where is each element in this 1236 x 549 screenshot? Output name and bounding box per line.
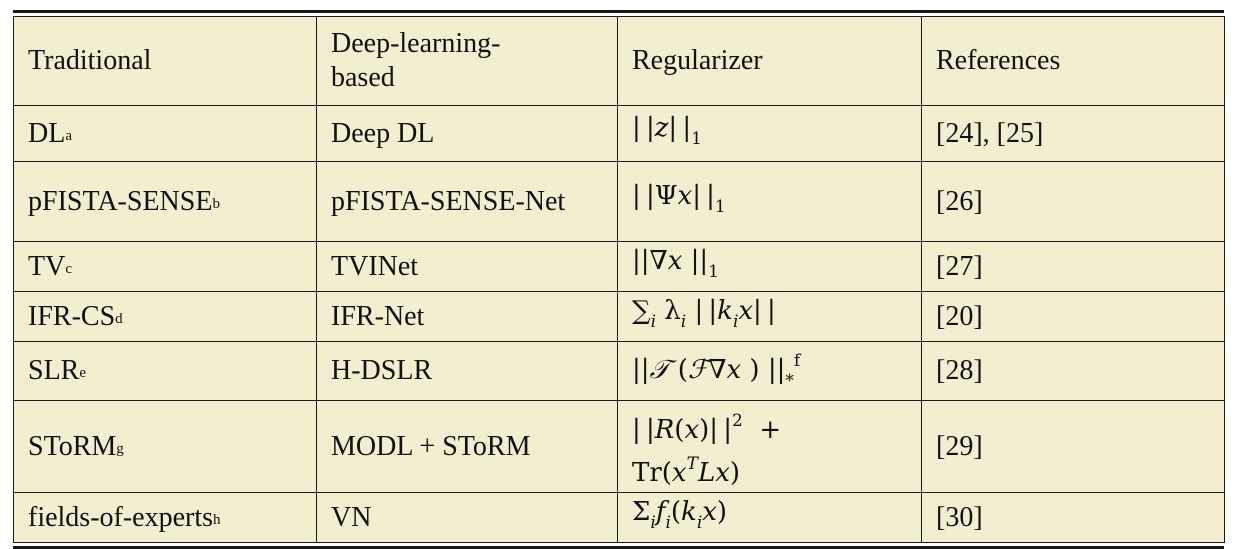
deep-cell: VN: [316, 492, 618, 543]
regularizer-table-frame: Traditional Deep-learning-based Regulari…: [13, 10, 1225, 549]
header-regularizer: Regularizer: [617, 16, 922, 106]
deep-cell: H-DSLR: [316, 341, 618, 401]
table-row: fields-of-expertsh VN Σifi(kix) [30]: [13, 492, 1225, 543]
regularizer-table: Traditional Deep-learning-based Regulari…: [13, 16, 1225, 543]
regularizer-cell: ||𝒯 (ℱ∇x ) ||*f: [617, 341, 922, 401]
traditional-cell: pFISTA-SENSEb: [13, 161, 317, 242]
refs-cell: [29]: [921, 400, 1225, 493]
deep-cell: IFR-Net: [316, 291, 618, 342]
header-row: Traditional Deep-learning-based Regulari…: [13, 16, 1225, 106]
traditional-cell: DLa: [13, 105, 317, 162]
deep-cell: Deep DL: [316, 105, 618, 162]
table-row: TVc TVINet ||∇x ||1 [27]: [13, 241, 1225, 292]
refs-cell: [26]: [921, 161, 1225, 242]
refs-cell: [24], [25]: [921, 105, 1225, 162]
table-row: DLa Deep DL | |z| |1 [24], [25]: [13, 105, 1225, 162]
header-traditional: Traditional: [13, 16, 317, 106]
traditional-cell: SToRMg: [13, 400, 317, 493]
deep-cell: TVINet: [316, 241, 618, 292]
header-deep-learning: Deep-learning-based: [316, 16, 618, 106]
traditional-cell: fields-of-expertsh: [13, 492, 317, 543]
deep-cell: pFISTA-SENSE-Net: [316, 161, 618, 242]
table-row: SToRMg MODL + SToRM | |R(x)| |2 + Tr(xTLx…: [13, 400, 1225, 493]
regularizer-cell: | |Ψx| |1: [617, 161, 922, 242]
traditional-cell: TVc: [13, 241, 317, 292]
table-row: SLRe H-DSLR ||𝒯 (ℱ∇x ) ||*f [28]: [13, 341, 1225, 401]
refs-cell: [20]: [921, 291, 1225, 342]
regularizer-cell: | |R(x)| |2 + Tr(xTLx): [617, 400, 922, 493]
refs-cell: [28]: [921, 341, 1225, 401]
refs-cell: [27]: [921, 241, 1225, 292]
table-row: IFR-CSd IFR-Net ∑i λi | |kix| | [20]: [13, 291, 1225, 342]
header-references: References: [921, 16, 1225, 106]
regularizer-cell: ∑i λi | |kix| |: [617, 291, 922, 342]
deep-cell: MODL + SToRM: [316, 400, 618, 493]
traditional-cell: SLRe: [13, 341, 317, 401]
traditional-cell: IFR-CSd: [13, 291, 317, 342]
table-row: pFISTA-SENSEb pFISTA-SENSE-Net | |Ψx| |1…: [13, 161, 1225, 242]
regularizer-cell: ||∇x ||1: [617, 241, 922, 292]
regularizer-cell: Σifi(kix): [617, 492, 922, 543]
regularizer-cell: | |z| |1: [617, 105, 922, 162]
refs-cell: [30]: [921, 492, 1225, 543]
